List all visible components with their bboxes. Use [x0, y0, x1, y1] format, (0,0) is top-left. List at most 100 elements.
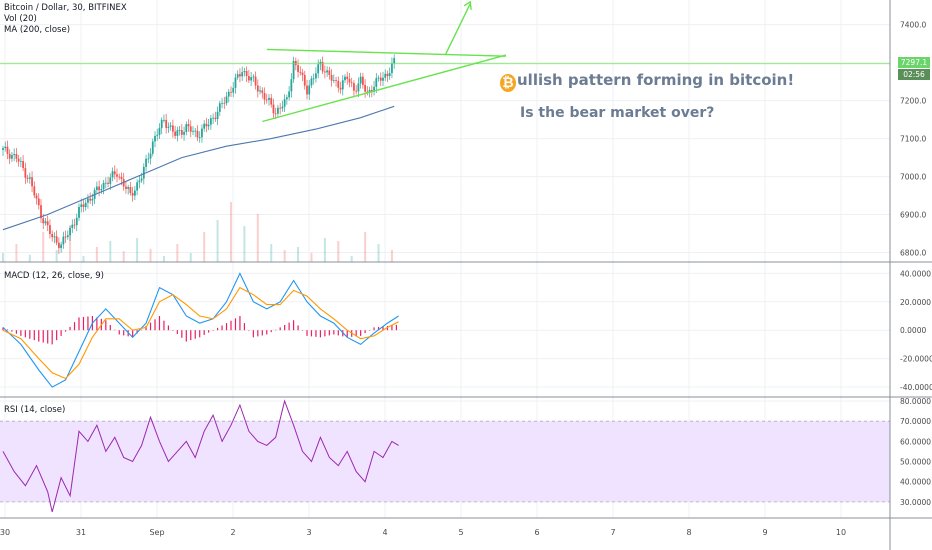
- candle-body: [283, 99, 286, 107]
- volume-bar: [323, 238, 326, 262]
- candle-body: [388, 73, 391, 77]
- macd-hist-bar: [185, 330, 187, 342]
- candle-body: [178, 130, 181, 131]
- question-annotation: Is the bear market over?: [520, 105, 715, 121]
- y-tick-price: 6900.0: [900, 211, 926, 220]
- candle-body: [393, 58, 396, 64]
- candle-body: [236, 74, 239, 78]
- volume-bar: [176, 244, 179, 262]
- candle-body: [285, 97, 288, 100]
- candle-body: [98, 186, 101, 191]
- candle-body: [69, 227, 71, 236]
- volume-bar: [283, 250, 286, 262]
- candle-body: [281, 106, 284, 109]
- x-tick: 6: [534, 528, 539, 537]
- volume-bar: [243, 226, 246, 262]
- candle-body: [109, 177, 112, 184]
- macd-hist-bar: [60, 330, 62, 336]
- macd-hist-bar: [346, 330, 348, 338]
- volume-bar: [337, 241, 340, 262]
- candle-body: [142, 166, 145, 179]
- candle-body: [366, 91, 369, 93]
- volume-bar: [189, 253, 192, 262]
- candle-body: [297, 65, 299, 72]
- candle-body: [84, 202, 87, 208]
- candle-body: [158, 128, 161, 135]
- candle-body: [382, 77, 384, 81]
- candle-body: [185, 124, 188, 132]
- candle-body: [359, 76, 362, 84]
- candle-body: [339, 87, 342, 90]
- candle-body: [198, 137, 201, 138]
- candle-body: [391, 63, 393, 74]
- y-tick-rsi: 50.0000: [900, 458, 931, 467]
- candle-body: [288, 91, 291, 98]
- macd-hist-bar: [64, 330, 67, 332]
- candle-body: [272, 104, 275, 114]
- candle-body: [133, 190, 136, 196]
- candle-body: [37, 198, 40, 206]
- candle-body: [218, 103, 221, 112]
- candle-body: [328, 70, 331, 76]
- candle-body: [357, 83, 360, 92]
- y-tick-price: 7200.0: [900, 97, 926, 106]
- macd-hist-bar: [360, 330, 362, 336]
- macd-hist-bar: [324, 330, 326, 337]
- macd-hist-bar: [257, 330, 259, 337]
- macd-hist-bar: [292, 320, 295, 331]
- candle-body: [104, 182, 107, 184]
- macd-hist-bar: [194, 330, 196, 339]
- macd-hist-bar: [248, 330, 250, 331]
- volume-bar: [42, 232, 45, 262]
- candle-body: [51, 233, 54, 238]
- candle-body: [33, 186, 36, 196]
- macd-hist-bar: [386, 325, 389, 331]
- candle-body: [234, 77, 237, 88]
- candle-body: [125, 186, 127, 189]
- x-tick: 30: [0, 528, 10, 537]
- y-tick-rsi: 70.0000: [900, 417, 931, 426]
- candle-body: [169, 125, 172, 127]
- candle-body: [176, 130, 179, 136]
- candle-body: [11, 155, 13, 159]
- macd-hist-bar: [149, 322, 152, 331]
- candle-body: [346, 76, 349, 80]
- macd-hist-bar: [42, 330, 44, 343]
- candle-body: [254, 76, 257, 86]
- candle-body: [350, 82, 353, 84]
- candle-body: [15, 153, 18, 159]
- candle-body: [57, 242, 60, 249]
- candle-body: [196, 130, 199, 138]
- bitcoin-icon: ₿: [500, 74, 516, 92]
- candle-body: [19, 161, 22, 162]
- y-tick-rsi: 30.0000: [900, 498, 931, 507]
- macd-hist-bar: [140, 329, 143, 331]
- candle-body: [335, 80, 337, 81]
- candle-body: [140, 178, 143, 181]
- candle-body: [102, 182, 105, 189]
- volume-bar: [310, 253, 313, 262]
- candle-body: [279, 107, 282, 109]
- volume-bar: [55, 250, 58, 262]
- candle-body: [332, 80, 335, 81]
- candle-body: [149, 153, 152, 159]
- macd-hist-bar: [395, 324, 398, 331]
- candle-body: [78, 206, 80, 218]
- candle-body: [310, 78, 313, 86]
- candle-body: [60, 244, 63, 249]
- candle-body: [259, 90, 261, 92]
- y-tick-rsi: 40.0000: [900, 478, 931, 487]
- macd-hist-bar: [337, 330, 339, 336]
- x-tick: 31: [76, 528, 86, 537]
- macd-hist-bar: [288, 322, 290, 331]
- macd-hist-bar: [199, 330, 201, 338]
- candle-body: [35, 195, 38, 199]
- candle-body: [167, 126, 170, 128]
- macd-hist-bar: [333, 330, 335, 335]
- macd-hist-bar: [225, 323, 228, 331]
- candle-body: [227, 91, 230, 97]
- macd-hist-bar: [132, 330, 134, 338]
- macd-hist-bar: [47, 330, 49, 344]
